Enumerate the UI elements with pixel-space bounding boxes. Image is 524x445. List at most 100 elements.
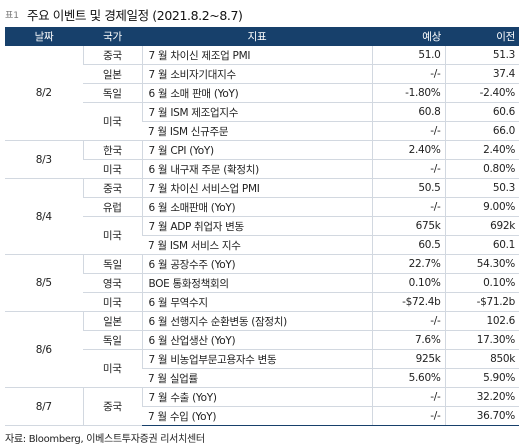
table-row: 독일 6 월 산업생산 (YoY) 7.6% 17.30% — [5, 330, 519, 350]
header-forecast: 예상 — [372, 27, 445, 46]
indicator-cell: 7 월 ISM 서비스 지수 — [142, 235, 372, 255]
header-row: 날짜 국가 지표 예상 이전 — [5, 27, 519, 46]
table-row: 8/5 독일 6 월 공장수주 (YoY) 22.7% 54.30% — [5, 254, 519, 312]
table-row: 독일 6 월 소매 판매 (YoY) -1.80% -2.40% — [5, 83, 519, 103]
date-cell: 8/6 — [5, 311, 83, 388]
forecast-cell: 51.0 — [371, 46, 445, 65]
title-row: 표1 주요 이벤트 및 경제일정 (2021.8.2~8.7) — [5, 6, 243, 23]
indicator-cell: 7 월 실업률 — [142, 368, 372, 388]
indicator-cell: 6 월 소매 판매 (YoY) — [141, 83, 372, 103]
indicator-cell: 7 월 수입 (YoY) — [142, 406, 372, 426]
indicator-cell: 6 월 소매판매 (YoY) — [141, 197, 372, 217]
previous-cell: 66.0 — [444, 121, 519, 141]
header-previous: 이전 — [445, 27, 519, 46]
table-body: 8/2 중국 7 월 차이신 제조업 PMI 51.0 51.3 일본 7 월 소비자기대지… — [5, 46, 519, 426]
forecast-cell: -1.80% — [371, 83, 445, 103]
previous-cell: 0.80% — [444, 159, 519, 179]
table-row: 미국 7 월 ISM 제조업지수 60.8 60.6 — [5, 102, 519, 141]
country-cell: 독일 — [83, 330, 142, 350]
country-cell: 유럽 — [83, 197, 142, 217]
indicator-cell: 7 월 ADP 취업자 변동 — [141, 216, 372, 236]
indicator-cell: 7 월 차이신 서비스업 PMI — [141, 178, 372, 198]
indicator-cell: 7 월 ISM 제조업지수 — [141, 102, 372, 122]
forecast-cell: -/- — [371, 159, 445, 179]
country-cell: 중국 — [82, 46, 142, 65]
indicator-cell: 6 월 산업생산 (YoY) — [141, 330, 372, 350]
country-cell: 미국 — [83, 292, 142, 312]
indicator-cell: 7 월 ISM 신규주문 — [142, 121, 372, 141]
country-cell: 미국 — [83, 159, 142, 179]
forecast-cell: 5.60% — [371, 368, 445, 388]
header-date: 날짜 — [5, 27, 83, 46]
previous-cell: 36.70% — [444, 406, 519, 426]
date-cell: 8/3 — [5, 140, 83, 179]
country-cell: 일본 — [82, 311, 142, 331]
forecast-cell: 22.7% — [371, 254, 445, 274]
date-cell: 8/2 — [5, 46, 83, 141]
forecast-cell: 50.5 — [371, 178, 445, 198]
indicator-cell: 6 월 공장수주 (YoY) — [141, 254, 372, 274]
table-row: 미국 7 월 비농업부문고용자수 변동 925k 850k — [5, 349, 519, 388]
previous-cell: 54.30% — [444, 254, 519, 274]
page-title: 주요 이벤트 및 경제일정 (2021.8.2~8.7) — [27, 7, 243, 23]
previous-cell: 2.40% — [444, 140, 519, 160]
forecast-cell: 60.8 — [371, 102, 445, 122]
table-row: 8/7 중국 7 월 수출 (YoY) -/- 32.20% — [5, 387, 519, 426]
previous-cell: 51.3 — [444, 46, 519, 65]
forecast-cell: -/- — [371, 197, 445, 217]
table-row: 7 월 수입 (YoY) -/- 36.70% — [5, 406, 519, 426]
previous-cell: 17.30% — [444, 330, 519, 350]
country-cell: 미국 — [83, 102, 142, 141]
date-cell: 8/7 — [5, 387, 83, 426]
table-row: 미국 7 월 ADP 취업자 변동 675k 692k — [5, 216, 519, 255]
previous-cell: 0.10% — [444, 273, 519, 293]
indicator-cell: 6 월 무역수지 — [141, 292, 372, 312]
schedule-table: 날짜 국가 지표 예상 이전 8/2 중국 7 월 차이신 제조업 PMI 51.0 5… — [5, 27, 519, 426]
indicator-cell: 7 월 수출 (YoY) — [141, 387, 372, 407]
forecast-cell: -/- — [371, 64, 445, 84]
indicator-cell: BOE 통화정책회의 — [141, 273, 372, 293]
country-cell: 영국 — [83, 273, 142, 293]
forecast-cell: -/- — [371, 387, 445, 407]
previous-cell: 9.00% — [444, 197, 519, 217]
previous-cell: 5.90% — [444, 368, 519, 388]
table-row: 영국 BOE 통화정책회의 0.10% 0.10% — [5, 273, 519, 293]
table-row: 7 월 ISM 신규주문 -/- 66.0 — [5, 121, 519, 141]
country-cell: 중국 — [82, 178, 142, 198]
previous-cell: 102.6 — [444, 311, 519, 331]
table-row: 일본 7 월 소비자기대지수 -/- 37.4 — [5, 64, 519, 84]
table-row: 미국 6 월 무역수지 -$72.4b -$71.2b — [5, 292, 519, 312]
forecast-cell: 60.5 — [371, 235, 445, 255]
country-cell: 중국 — [82, 387, 142, 426]
forecast-cell: -/- — [371, 121, 445, 141]
previous-cell: 50.3 — [444, 178, 519, 198]
forecast-cell: 0.10% — [371, 273, 445, 293]
table-row: 7 월 ISM 서비스 지수 60.5 60.1 — [5, 235, 519, 255]
table-row: 8/4 중국 7 월 차이신 서비스업 PMI 50.5 50.3 — [5, 178, 519, 255]
forecast-cell: 925k — [371, 349, 445, 369]
forecast-cell: -$72.4b — [371, 292, 445, 312]
table-row: 유럽 6 월 소매판매 (YoY) -/- 9.00% — [5, 197, 519, 217]
table-row: 8/3 한국 7 월 CPI (YoY) 2.40% 2.40% — [5, 140, 519, 179]
previous-cell: 850k — [444, 349, 519, 369]
table-number-label: 표1 — [5, 10, 20, 21]
previous-cell: 37.4 — [444, 64, 519, 84]
table-row: 미국 6 월 내구재 주문 (확정치) -/- 0.80% — [5, 159, 519, 179]
indicator-cell: 6 월 내구재 주문 (확정치) — [141, 159, 372, 179]
previous-cell: 60.1 — [444, 235, 519, 255]
forecast-cell: 675k — [371, 216, 445, 236]
previous-cell: 32.20% — [444, 387, 519, 407]
country-cell: 독일 — [83, 83, 142, 103]
indicator-cell: 7 월 차이신 제조업 PMI — [141, 46, 372, 65]
indicator-cell: 7 월 소비자기대지수 — [141, 64, 372, 84]
forecast-cell: -/- — [371, 311, 445, 331]
date-cell: 8/5 — [5, 254, 83, 312]
indicator-cell: 7 월 비농업부문고용자수 변동 — [141, 349, 372, 369]
country-cell: 독일 — [82, 254, 142, 274]
forecast-cell: 2.40% — [371, 140, 445, 160]
table-row: 8/6 일본 6 월 선행지수 순환변동 (잠정치) -/- 102.6 — [5, 311, 519, 388]
country-cell: 미국 — [83, 216, 142, 255]
indicator-cell: 7 월 CPI (YoY) — [141, 140, 372, 160]
date-cell: 8/4 — [5, 178, 83, 255]
forecast-cell: 7.6% — [371, 330, 445, 350]
